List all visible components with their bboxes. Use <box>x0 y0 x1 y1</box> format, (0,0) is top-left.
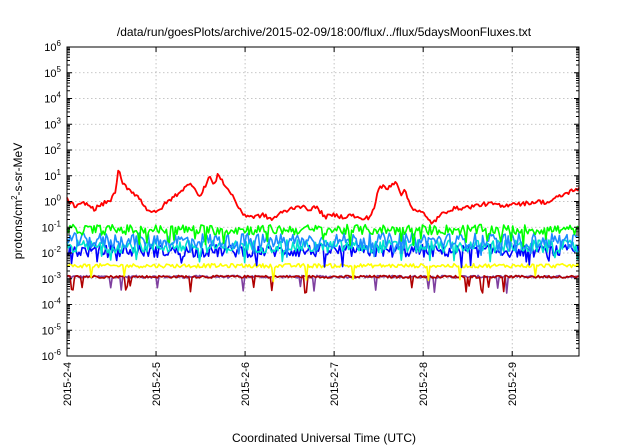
y-tick-exponent: -3 <box>54 271 62 280</box>
y-tick-base: 10 <box>44 171 56 183</box>
y-tick-exponent: 3 <box>57 116 62 125</box>
y-tick-exponent: -5 <box>54 322 62 331</box>
y-tick-base: 10 <box>42 325 54 337</box>
y-tick-exponent: 5 <box>57 65 62 74</box>
y-axis-label: protons/cm2-s-sr-MeV <box>10 143 25 259</box>
y-tick-exponent: 0 <box>57 194 62 203</box>
x-tick-label: 2015-2-4 <box>62 362 74 406</box>
x-axis-ticks: 2015-2-4 2015-2-5 2015-2-6 2015-2-7 2015-2-8… <box>62 47 519 406</box>
y-tick-exponent: -6 <box>54 348 62 357</box>
y-tick-label: 10-3 <box>42 271 62 286</box>
y-tick-base: 10 <box>42 274 54 286</box>
y-tick-label: 10-5 <box>42 322 62 337</box>
y-tick-label: 106 <box>44 39 61 54</box>
y-tick-exponent: -4 <box>54 297 62 306</box>
y-tick-label: 102 <box>44 142 61 157</box>
y-tick-base: 10 <box>44 197 56 209</box>
x-tick-label: 2015-2-6 <box>240 362 252 406</box>
y-tick-exponent: 6 <box>57 39 62 48</box>
series-line <box>66 239 580 264</box>
y-axis-label-sup: 2 <box>10 195 19 200</box>
y-tick-label: 103 <box>44 116 61 131</box>
y-axis-label-base: protons/cm <box>11 200 25 259</box>
y-tick-exponent: 2 <box>57 142 62 151</box>
series-line <box>66 223 580 248</box>
chart-title: /data/run/goesPlots/archive/2015-02-09/1… <box>117 25 532 39</box>
y-tick-base: 10 <box>44 119 56 131</box>
y-tick-label: 10-4 <box>42 297 62 312</box>
y-tick-label: 100 <box>44 194 61 209</box>
series-group <box>66 169 580 294</box>
y-tick-label: 105 <box>44 65 61 80</box>
y-tick-label: 10-2 <box>42 245 62 260</box>
series-line <box>66 274 580 294</box>
x-tick-label: 2015-2-7 <box>329 362 341 406</box>
series-line <box>66 169 580 225</box>
x-tick-label: 2015-2-8 <box>418 362 430 406</box>
y-tick-base: 10 <box>44 42 56 54</box>
y-axis-label-rest: -s-sr-MeV <box>11 143 25 196</box>
y-tick-label: 10-6 <box>42 348 62 363</box>
y-tick-label: 104 <box>44 91 61 106</box>
y-tick-exponent: 1 <box>57 168 62 177</box>
x-tick-label: 2015-2-5 <box>151 362 163 406</box>
y-tick-base: 10 <box>42 351 54 363</box>
y-tick-exponent: -2 <box>54 245 62 254</box>
grid-lines <box>67 47 579 356</box>
y-tick-label: 101 <box>44 168 61 183</box>
y-tick-exponent: -1 <box>54 219 62 228</box>
y-tick-base: 10 <box>44 145 56 157</box>
y-tick-base: 10 <box>42 222 54 234</box>
y-tick-base: 10 <box>42 248 54 260</box>
x-axis-label: Coordinated Universal Time (UTC) <box>232 431 416 445</box>
y-tick-label: 10-1 <box>42 219 62 234</box>
y-axis-ticks: 10-610-510-410-310-210-11001011021031041… <box>42 39 579 363</box>
x-tick-label: 2015-2-9 <box>507 362 519 406</box>
y-tick-base: 10 <box>44 94 56 106</box>
y-tick-base: 10 <box>44 68 56 80</box>
series-line <box>66 262 580 283</box>
y-tick-base: 10 <box>42 300 54 312</box>
y-tick-exponent: 4 <box>57 91 62 100</box>
